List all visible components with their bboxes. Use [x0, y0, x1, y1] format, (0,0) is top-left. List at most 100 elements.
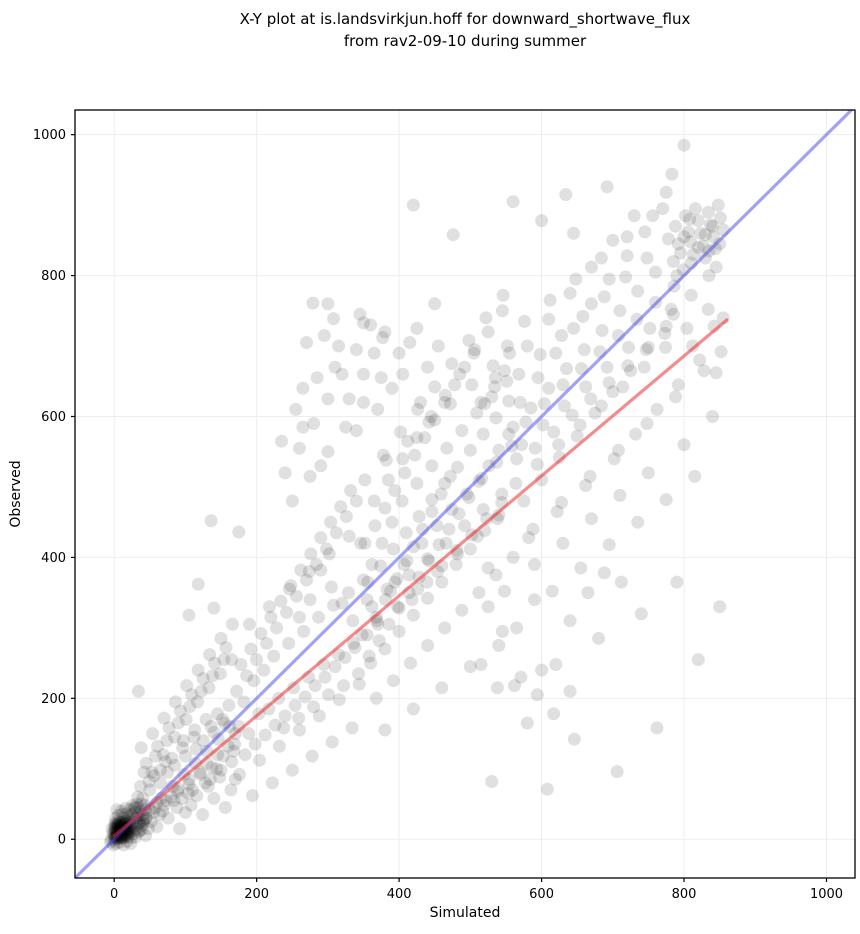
scatter-point [395, 494, 409, 508]
scatter-point [379, 453, 393, 467]
scatter-point [181, 786, 195, 800]
scatter-point [639, 343, 653, 357]
scatter-point [677, 438, 691, 452]
scatter-point [204, 720, 218, 733]
scatter-point [610, 765, 624, 779]
scatter-point [175, 791, 189, 805]
scatter-point [149, 749, 162, 763]
scatter-point [154, 776, 167, 790]
scatter-point [243, 617, 256, 631]
scatter-point [528, 558, 541, 571]
scatter-point [445, 357, 459, 371]
scatter-point [254, 627, 268, 640]
scatter-point [310, 371, 324, 385]
scatter-point [129, 801, 142, 814]
scatter-point [119, 801, 133, 815]
scatter-point [372, 634, 386, 648]
scatter-point [116, 838, 130, 852]
scatter-point [584, 392, 598, 406]
scatter-point [520, 339, 534, 353]
scatter-point [577, 343, 591, 357]
scatter-point [342, 586, 355, 600]
scatter-point [274, 594, 288, 608]
scatter-point [189, 742, 203, 756]
scatter-point [378, 325, 392, 339]
scatter-point [204, 514, 218, 528]
scatter-point [432, 538, 446, 552]
scatter-point [386, 542, 400, 556]
scatter-point [629, 427, 643, 441]
scatter-point [268, 718, 282, 732]
scatter-point [318, 670, 332, 684]
scatter-point [691, 240, 705, 254]
scatter-point [161, 765, 175, 779]
scatter-point [193, 767, 207, 781]
scatter-point [180, 679, 194, 693]
scatter-point [552, 438, 566, 452]
scatter-point [142, 775, 156, 788]
scatter-point [514, 670, 528, 684]
scatter-point [375, 536, 389, 550]
scatter-point [164, 790, 178, 804]
scatter-point [706, 219, 719, 233]
scatter-point [399, 526, 413, 540]
scatter-point [321, 392, 335, 406]
scatter-point [485, 390, 499, 404]
scatter-point [339, 510, 353, 523]
scatter-point [693, 353, 707, 367]
scatter-point [579, 380, 593, 394]
scatter-point [132, 817, 146, 831]
scatter-point [334, 500, 348, 514]
scatter-point [110, 817, 124, 831]
scatter-point [455, 424, 469, 438]
scatter-point [396, 367, 410, 381]
scatter-point [470, 406, 484, 420]
scatter-point [606, 233, 620, 247]
scatter-point [161, 811, 175, 825]
scatter-point [490, 681, 504, 695]
scatter-point [285, 763, 299, 777]
scatter-point [402, 568, 416, 582]
scatter-point [397, 558, 411, 571]
scatter-point [376, 331, 390, 345]
scatter-point [265, 776, 279, 790]
scatter-point [502, 427, 516, 441]
scatter-point [569, 272, 583, 286]
scatter-point [244, 642, 258, 656]
scatter-point [210, 762, 224, 776]
scatter-point [472, 474, 486, 488]
scatter-point [509, 476, 523, 490]
scatter-point [410, 431, 424, 445]
scatter-point [681, 225, 695, 239]
scatter-point [394, 425, 407, 439]
scatter-point [213, 667, 227, 681]
scatter-point [278, 709, 292, 723]
scatter-point [146, 727, 160, 741]
chart-title: X-Y plot at is.landsvirkjun.hoff for dow… [239, 10, 691, 50]
x-tick-label: 0 [110, 887, 118, 902]
scatter-point [371, 617, 385, 631]
scatter-point [540, 782, 554, 796]
scatter-point [536, 418, 550, 432]
scatter-point [263, 600, 276, 614]
scatter-point [410, 321, 424, 335]
scatter-point [637, 360, 651, 374]
scatter-point [531, 371, 545, 385]
scatter-point [463, 443, 477, 457]
scatter-point [542, 312, 556, 326]
scatter-point [137, 765, 151, 779]
scatter-point [392, 601, 406, 615]
scatter-point [549, 346, 563, 360]
scatter-point [463, 660, 477, 674]
scatter-point [500, 374, 514, 388]
regression-line [112, 318, 729, 838]
scatter-point [400, 554, 414, 568]
scatter-point [616, 380, 630, 394]
scatter-point [535, 663, 549, 677]
scatter-point [563, 286, 577, 300]
scatter-point [489, 568, 503, 582]
scatter-point [182, 777, 196, 791]
scatter-point [526, 522, 540, 536]
scatter-point [168, 758, 182, 772]
